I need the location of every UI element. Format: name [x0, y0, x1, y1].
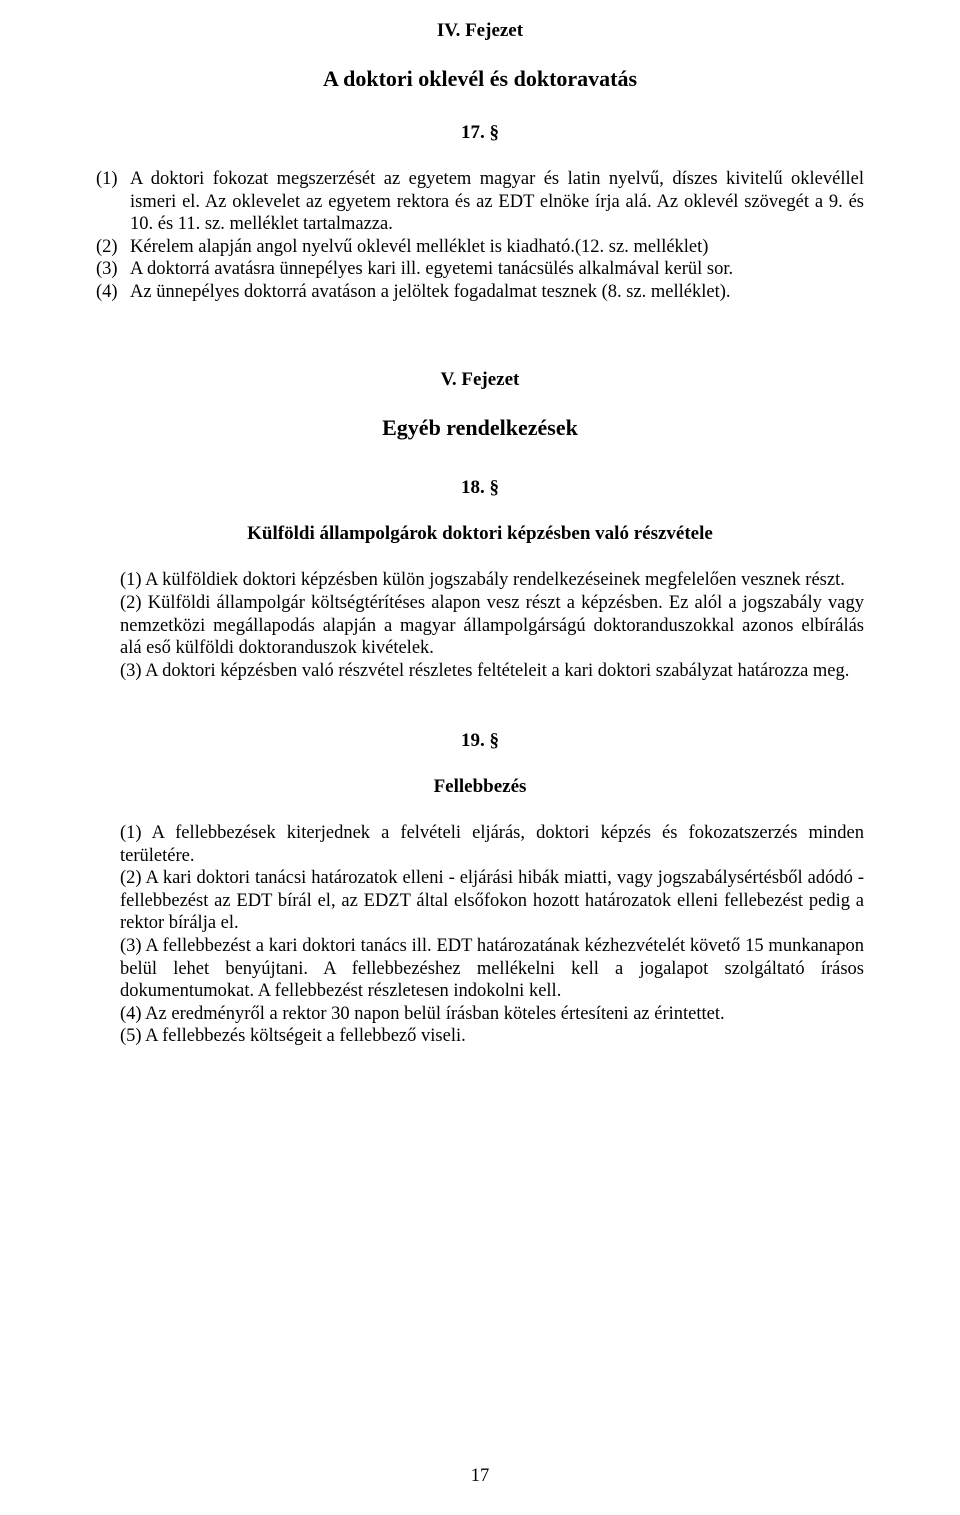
section-19-para-2: (2) A kari doktori tanácsi határozatok e… [96, 867, 864, 935]
page-number: 17 [0, 1466, 960, 1487]
para-text: A doktorrá avatásra ünnepélyes kari ill.… [130, 258, 864, 281]
para-text: Az ünnepélyes doktorrá avatáson a jelölt… [130, 281, 864, 304]
para-number: (4) [96, 281, 130, 304]
section-18-number: 18. § [96, 477, 864, 499]
section-18-para-1: (1) A külföldiek doktori képzésben külön… [96, 569, 864, 592]
section-18-para-3: (3) A doktori képzésben való részvétel r… [96, 660, 864, 683]
section-19-name: Fellebbezés [96, 776, 864, 798]
section-17-body: (1) A doktori fokozat megszerzését az eg… [96, 168, 864, 303]
section-17-para-2: (2) Kérelem alapján angol nyelvű oklevél… [96, 236, 864, 259]
section-17-number: 17. § [96, 122, 864, 144]
section-18-body: (1) A külföldiek doktori képzésben külön… [96, 569, 864, 682]
section-19-para-4: (4) Az eredményről a rektor 30 napon bel… [96, 1003, 864, 1026]
section-18-name: Külföldi állampolgárok doktori képzésben… [96, 523, 864, 545]
document-page: IV. Fejezet A doktori oklevél és doktora… [0, 0, 960, 1515]
chapter-5-label: V. Fejezet [96, 369, 864, 391]
section-18-para-2: (2) Külföldi állampolgár költségtérítése… [96, 592, 864, 660]
chapter-4-title: A doktori oklevél és doktoravatás [96, 66, 864, 92]
para-text: Kérelem alapján angol nyelvű oklevél mel… [130, 236, 864, 259]
chapter-5-title: Egyéb rendelkezések [96, 415, 864, 441]
para-number: (1) [96, 168, 130, 236]
para-text: A doktori fokozat megszerzését az egyete… [130, 168, 864, 236]
para-number: (2) [96, 236, 130, 259]
section-19-number: 19. § [96, 730, 864, 752]
section-17-para-1: (1) A doktori fokozat megszerzését az eg… [96, 168, 864, 236]
section-17-para-4: (4) Az ünnepélyes doktorrá avatáson a je… [96, 281, 864, 304]
para-number: (3) [96, 258, 130, 281]
section-19-para-3: (3) A fellebbezést a kari doktori tanács… [96, 935, 864, 1003]
section-19-body: (1) A fellebbezések kiterjednek a felvét… [96, 822, 864, 1048]
section-17-para-3: (3) A doktorrá avatásra ünnepélyes kari … [96, 258, 864, 281]
section-19-para-1: (1) A fellebbezések kiterjednek a felvét… [96, 822, 864, 867]
chapter-4-label: IV. Fejezet [96, 20, 864, 42]
section-19-para-5: (5) A fellebbezés költségeit a fellebbez… [96, 1025, 864, 1048]
